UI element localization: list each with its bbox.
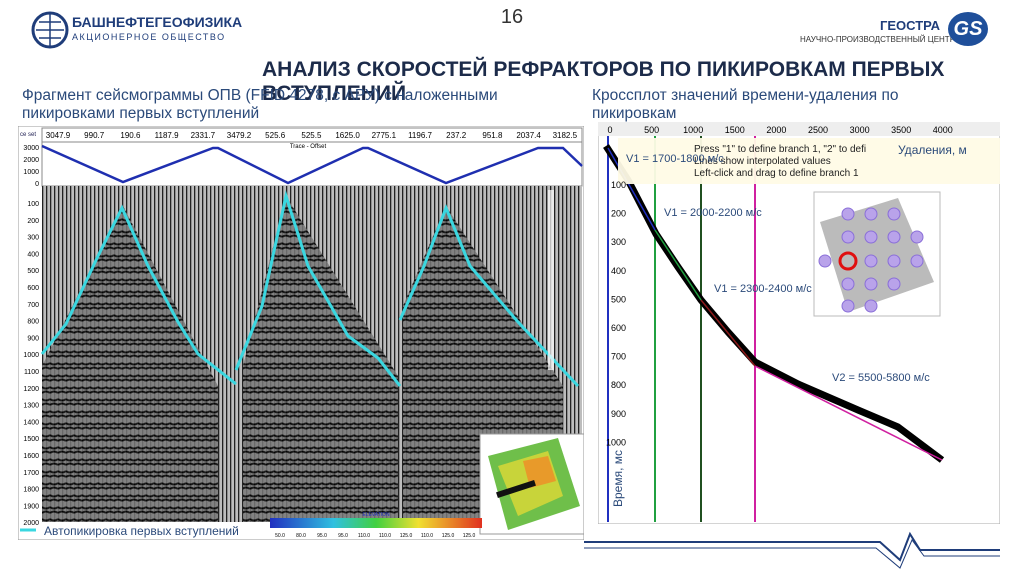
right-caption: Кроссплот значений времени-удаления по п… <box>592 87 899 122</box>
x-tick-label: 500 <box>644 125 659 135</box>
time-label: 300 <box>27 235 39 242</box>
colorbar-label: 95.0 <box>317 533 327 539</box>
right-logo-name: ГЕОСТРА <box>880 18 941 33</box>
y-tick-label: 900 <box>611 409 626 419</box>
left-logo-subtitle: АКЦИОНЕРНОЕ ОБЩЕСТВО <box>72 32 226 42</box>
annotation: V1 = 2000-2200 м/с <box>664 207 762 219</box>
annotation: V1 = 1700-1800 м/с <box>626 153 724 165</box>
x-tick-label: 2000 <box>766 125 786 135</box>
y-tick-label: 100 <box>611 180 626 190</box>
x-tick-label: 4000 <box>933 125 953 135</box>
colorbar-label: 110.0 <box>421 533 433 539</box>
time-label: 500 <box>27 268 39 275</box>
time-label: 800 <box>27 319 39 326</box>
time-label: 1900 <box>23 503 39 510</box>
colorbar-label: 50.0 <box>275 533 285 539</box>
footer-decoration <box>584 531 1000 569</box>
legend-swatch <box>20 528 36 532</box>
seismogram: ce set 3047.9 990.7 190.6 1187.9 2331.7 3479.2… <box>18 126 584 540</box>
time-label: 400 <box>27 251 39 258</box>
offset-label: 3047.9 <box>46 131 71 140</box>
x-tick-label: 3000 <box>850 125 870 135</box>
time-label: 1200 <box>23 386 39 393</box>
offset-label: 1625.0 <box>335 131 360 140</box>
crossplot: 0 500 1000 1500 2000 2500 3000 3500 4000 100 200 30… <box>598 122 1000 524</box>
time-label: 1400 <box>23 419 39 426</box>
header-title: Trace - Offset <box>290 144 327 150</box>
time-label: 1000 <box>23 352 39 359</box>
offset-label: 990.7 <box>84 131 105 140</box>
header-axis-label: 3000 <box>23 145 39 152</box>
left-caption: Фрагмент сейсмограммы ОПВ (FFID 4278, с … <box>22 87 498 122</box>
offset-label: 1187.9 <box>155 131 179 140</box>
colorbar-title: ELEVATION <box>362 512 390 518</box>
offset-label: 3182.5 <box>553 131 578 140</box>
page-number: 16 <box>500 6 524 28</box>
right-logo-mark: GS <box>948 12 988 46</box>
x-tick-label: 2500 <box>808 125 828 135</box>
header-axis-label: 2000 <box>23 157 39 164</box>
offset-label: 237.2 <box>446 131 467 140</box>
time-label: 600 <box>27 285 39 292</box>
x-axis-label: Удаления, м <box>898 143 967 157</box>
colorbar-label: 125.0 <box>463 533 476 539</box>
colorbar-label: 110.0 <box>358 533 370 539</box>
y-tick-label: 1000 <box>606 437 626 447</box>
offset-label: 2775.1 <box>372 131 397 140</box>
y-tick-label: 700 <box>611 352 626 362</box>
slide-title: АНАЛИЗ СКОРОСТЕЙ РЕФРАКТОРОВ ПО ПИКИРОВК… <box>262 58 945 105</box>
left-logo-icon <box>31 11 69 49</box>
left-logo-name: БАШНЕФТЕГЕОФИЗИКА <box>72 14 243 30</box>
time-label: 100 <box>27 201 39 208</box>
hint-line: Press "1" to define branch 1, "2" to def… <box>694 144 866 155</box>
y-tick-label: 500 <box>611 294 626 304</box>
colorbar-label: 80.0 <box>296 533 306 539</box>
y-tick-label: 300 <box>611 237 626 247</box>
y-tick-label: 600 <box>611 323 626 333</box>
time-label: 1300 <box>23 403 39 410</box>
offset-label: 1196.7 <box>408 131 432 140</box>
colorbar-label: 95.0 <box>338 533 348 539</box>
left-legend: Автопикировка первых вступлений <box>44 524 239 538</box>
time-label: 900 <box>27 335 39 342</box>
time-label: 2000 <box>23 520 39 527</box>
offset-label: 951.8 <box>482 131 503 140</box>
offset-label: 525.5 <box>301 131 322 140</box>
offset-label: 2331.7 <box>191 131 216 140</box>
header-axis-label: 1000 <box>23 169 39 176</box>
x-tick-label: 0 <box>607 125 612 135</box>
offset-label: 525.6 <box>265 131 286 140</box>
x-tick-label: 3500 <box>891 125 911 135</box>
right-logo-subtitle: НАУЧНО-ПРОИЗВОДСТВЕННЫЙ ЦЕНТР <box>800 35 956 44</box>
hint-line: Lines show interpolated values <box>694 156 831 167</box>
y-tick-label: 400 <box>611 266 626 276</box>
y-tick-label: 200 <box>611 209 626 219</box>
time-label: 200 <box>27 218 39 225</box>
x-tick-label: 1500 <box>725 125 745 135</box>
hint-line: Left-click and drag to define branch 1 <box>694 168 859 179</box>
colorbar-label: 125.0 <box>400 533 413 539</box>
time-label: 1600 <box>23 453 39 460</box>
offset-label: 190.6 <box>120 131 141 140</box>
y-tick-label: 800 <box>611 380 626 390</box>
annotation: V2 = 5500-5800 м/с <box>832 372 930 384</box>
corner-label: ce set <box>20 132 36 138</box>
header-axis-label: 0 <box>35 181 39 188</box>
colorbar-label: 125.0 <box>442 533 455 539</box>
offset-label: 2037.4 <box>516 131 541 140</box>
x-tick-label: 1000 <box>683 125 703 135</box>
time-label: 700 <box>27 302 39 309</box>
time-label: 1100 <box>24 369 39 376</box>
offset-label: 3479.2 <box>227 131 252 140</box>
time-label: 1700 <box>23 470 39 477</box>
time-label: 1800 <box>23 487 39 494</box>
y-axis-label: Время, мс <box>611 450 625 507</box>
colorbar-label: 110.0 <box>379 533 391 539</box>
time-label: 1500 <box>23 436 39 443</box>
annotation: V1 = 2300-2400 м/с <box>714 283 812 295</box>
